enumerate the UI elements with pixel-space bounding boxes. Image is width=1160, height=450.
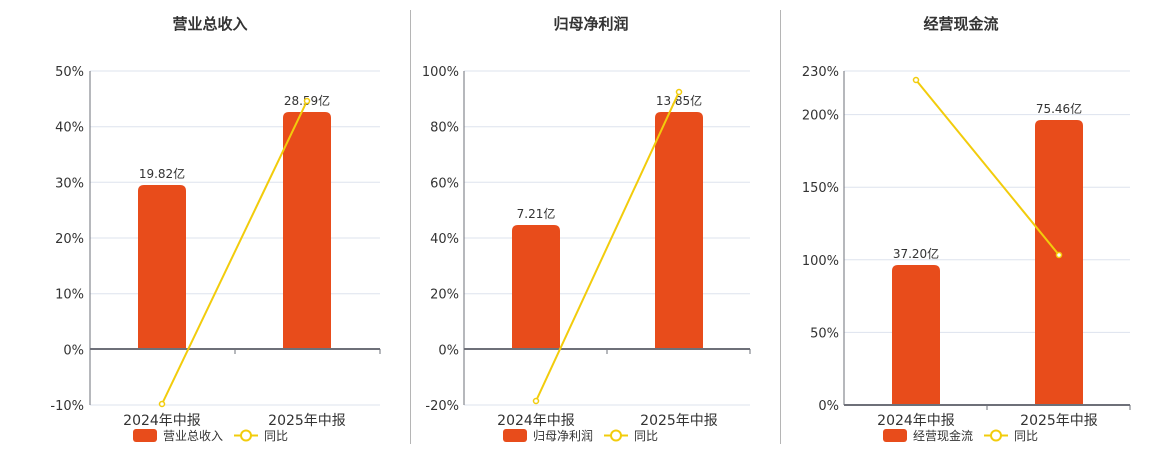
legend-line-swatch <box>240 429 252 442</box>
y-tick: -10% <box>50 399 84 414</box>
yoy-line[interactable] <box>158 97 311 408</box>
y-tick: -20% <box>425 399 459 414</box>
legend-bar-swatch <box>133 429 157 442</box>
bar-2025[interactable] <box>1035 120 1083 405</box>
line-point <box>1055 251 1063 259</box>
y-tick: 50% <box>810 326 839 341</box>
chart-canvas: 230% 200% 150% 100% 50% 0% 37.20亿 75.46亿… <box>802 65 1131 443</box>
chart-title: 归母净利润 <box>553 15 629 33</box>
chart-panel-revenue: 营业总收入 50% 40% 30% 20% 10% 0% -10% 19.82亿… <box>0 0 400 450</box>
y-axis-labels: 100% 80% 60% 40% 20% 0% -20% <box>422 65 459 414</box>
legend-line-swatch <box>610 429 622 442</box>
y-tick: 0% <box>63 343 84 358</box>
legend-bar-label: 归母净利润 <box>533 429 593 443</box>
y-tick: 200% <box>802 109 839 124</box>
y-tick: 20% <box>430 288 459 303</box>
y-tick: 230% <box>802 65 839 80</box>
y-tick: 20% <box>55 232 84 247</box>
x-tick: 2025年中报 <box>268 413 346 429</box>
legend-bar-swatch <box>883 429 907 442</box>
bar-2024[interactable] <box>138 185 186 349</box>
legend[interactable]: 经营现金流 同比 <box>883 428 1038 443</box>
y-tick: 50% <box>55 65 84 80</box>
legend-line-label: 同比 <box>1014 429 1038 443</box>
legend-bar-label: 经营现金流 <box>913 428 973 443</box>
chart-canvas: 100% 80% 60% 40% 20% 0% -20% 7.21亿 13.85… <box>422 65 751 443</box>
bar-label: 13.85亿 <box>656 93 702 108</box>
legend-bar-swatch <box>503 429 527 442</box>
legend-line-swatch <box>990 429 1002 442</box>
gridlines <box>844 70 1130 333</box>
line-point <box>912 76 920 84</box>
x-tick: 2025年中报 <box>640 413 718 429</box>
line-point <box>303 97 311 105</box>
bar-value-labels: 37.20亿 75.46亿 <box>893 101 1082 261</box>
y-tick: 80% <box>430 121 459 136</box>
y-tick: 100% <box>422 65 459 80</box>
panel-divider <box>780 10 781 444</box>
y-tick: 100% <box>802 254 839 269</box>
bar-label: 75.46亿 <box>1036 101 1082 116</box>
bar-2024[interactable] <box>512 225 560 349</box>
panel-divider <box>410 10 411 444</box>
chart-canvas: 50% 40% 30% 20% 10% 0% -10% 19.82亿 28.59… <box>50 65 381 443</box>
y-tick: 30% <box>55 176 84 191</box>
y-tick: 60% <box>430 176 459 191</box>
bar-2025[interactable] <box>283 112 331 349</box>
legend-line-label: 同比 <box>264 429 288 443</box>
legend-bar-label: 营业总收入 <box>163 429 223 443</box>
x-tick: 2024年中报 <box>497 413 575 429</box>
bar-value-labels: 7.21亿 13.85亿 <box>517 93 703 221</box>
x-tick: 2024年中报 <box>877 413 955 429</box>
y-tick: 40% <box>55 121 84 136</box>
x-axis-labels: 2024年中报 2025年中报 <box>123 413 346 429</box>
y-tick: 40% <box>430 232 459 247</box>
x-tick: 2025年中报 <box>1020 413 1098 429</box>
chart-title: 经营现金流 <box>923 15 999 33</box>
gridlines <box>90 70 380 406</box>
legend[interactable]: 营业总收入 同比 <box>133 429 288 443</box>
bar-label: 19.82亿 <box>139 166 185 181</box>
x-axis-labels: 2024年中报 2025年中报 <box>497 413 718 429</box>
chart-panel-operating-cash-flow: 经营现金流 230% 200% 150% 100% 50% 0% 37.20亿 … <box>781 0 1160 450</box>
bar-label: 37.20亿 <box>893 246 939 261</box>
line-point <box>158 400 166 408</box>
y-tick: 0% <box>818 399 839 414</box>
legend-line-label: 同比 <box>634 429 658 443</box>
y-axis-labels: 50% 40% 30% 20% 10% 0% -10% <box>50 65 84 414</box>
x-axis-labels: 2024年中报 2025年中报 <box>877 413 1098 429</box>
gridlines <box>464 70 750 406</box>
x-tick: 2024年中报 <box>123 413 201 429</box>
chart-title: 营业总收入 <box>172 15 248 33</box>
y-axis-labels: 230% 200% 150% 100% 50% 0% <box>802 65 839 414</box>
bar-label: 7.21亿 <box>517 206 556 221</box>
bar-2025[interactable] <box>655 112 703 349</box>
y-tick: 150% <box>802 181 839 196</box>
line-point <box>675 88 683 96</box>
yoy-line[interactable] <box>532 88 683 405</box>
legend[interactable]: 归母净利润 同比 <box>503 429 658 443</box>
line-point <box>532 397 540 405</box>
y-tick: 0% <box>438 343 459 358</box>
y-tick: 10% <box>55 288 84 303</box>
bar-2024[interactable] <box>892 265 940 405</box>
yoy-line[interactable] <box>912 76 1063 259</box>
chart-panel-net-profit: 归母净利润 100% 80% 60% 40% 20% 0% -20% 7.21亿… <box>411 0 781 450</box>
